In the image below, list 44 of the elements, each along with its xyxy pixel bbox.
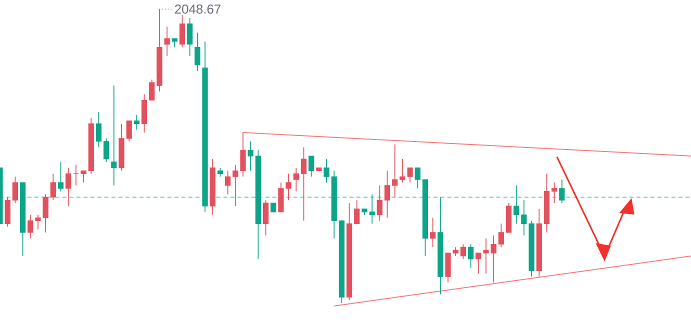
candlestick <box>559 179 565 204</box>
candlestick <box>300 146 307 222</box>
candlestick <box>225 170 231 195</box>
candlestick <box>498 223 504 248</box>
candlestick <box>58 161 64 192</box>
candlestick <box>376 185 382 222</box>
candlestick <box>104 138 110 162</box>
candlestick <box>514 185 520 224</box>
candlestick <box>232 164 238 206</box>
candlestick <box>308 156 314 178</box>
candlestick <box>248 140 254 172</box>
candlestick <box>12 176 18 204</box>
candlestick <box>149 79 155 101</box>
candlestick <box>194 32 200 72</box>
candlestick <box>66 167 72 206</box>
candlestick <box>414 167 420 189</box>
candlestick <box>354 200 360 224</box>
candlestick <box>324 158 330 183</box>
candlestick <box>468 244 474 268</box>
candlestick <box>80 170 86 183</box>
candlestick <box>445 252 451 283</box>
candlestick <box>4 196 10 228</box>
candlestick <box>369 194 375 224</box>
candlestick <box>293 167 299 192</box>
candlestick <box>96 112 102 148</box>
candlestick <box>179 14 186 48</box>
candlestick <box>187 17 193 57</box>
candlestick <box>28 214 34 239</box>
candlestick <box>384 170 390 218</box>
candlestick <box>262 200 269 236</box>
candlestick <box>392 144 398 198</box>
candlestick <box>141 94 148 133</box>
candlestick <box>240 132 246 178</box>
candlestick <box>460 244 466 260</box>
annotation: 2048.67 <box>174 4 220 14</box>
candlestick <box>50 173 56 201</box>
candlestick <box>134 114 140 130</box>
candlestick <box>476 252 482 274</box>
candlestick <box>430 217 436 248</box>
candlestick <box>552 182 558 204</box>
candlestick <box>111 85 117 186</box>
candlestick <box>126 120 132 142</box>
candlestick <box>164 26 170 57</box>
candlestick <box>73 164 79 186</box>
